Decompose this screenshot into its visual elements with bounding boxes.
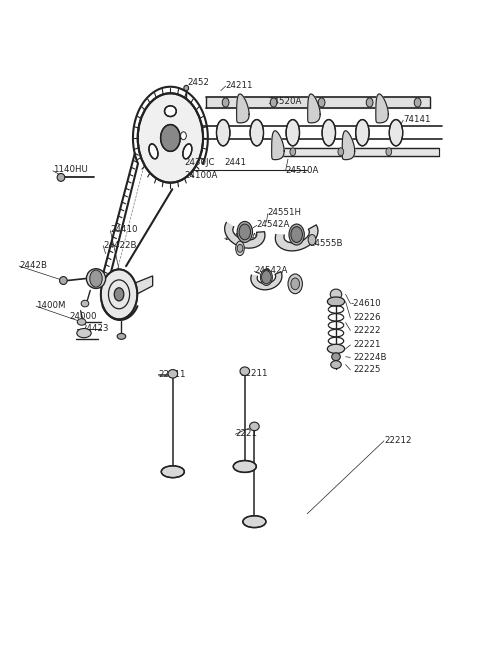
- Polygon shape: [117, 276, 153, 302]
- Ellipse shape: [165, 106, 176, 116]
- Text: 24422B: 24422B: [103, 240, 137, 250]
- Ellipse shape: [327, 344, 345, 353]
- Text: 2221: 2221: [235, 429, 257, 438]
- Ellipse shape: [216, 120, 230, 146]
- Ellipse shape: [161, 466, 184, 478]
- Ellipse shape: [237, 244, 243, 252]
- Ellipse shape: [57, 173, 65, 181]
- Ellipse shape: [291, 278, 300, 290]
- Ellipse shape: [332, 353, 340, 361]
- Ellipse shape: [250, 422, 259, 431]
- Ellipse shape: [327, 297, 345, 306]
- Ellipse shape: [237, 221, 252, 242]
- Text: -24610: -24610: [350, 299, 381, 308]
- Ellipse shape: [86, 269, 106, 288]
- Ellipse shape: [183, 144, 192, 159]
- Polygon shape: [225, 223, 265, 248]
- Polygon shape: [251, 271, 282, 290]
- Ellipse shape: [240, 367, 250, 376]
- Text: 1400M: 1400M: [36, 301, 65, 310]
- Ellipse shape: [330, 289, 342, 300]
- Circle shape: [414, 98, 421, 107]
- Text: 24542A: 24542A: [257, 220, 290, 229]
- Polygon shape: [272, 131, 284, 160]
- Text: 24555B: 24555B: [310, 238, 343, 248]
- Text: 2430JC: 2430JC: [185, 158, 216, 168]
- Text: 24211: 24211: [226, 81, 253, 90]
- Ellipse shape: [233, 461, 256, 472]
- Circle shape: [318, 98, 325, 107]
- Text: 74141: 74141: [403, 115, 431, 124]
- Ellipse shape: [322, 120, 336, 146]
- Circle shape: [290, 148, 296, 156]
- Ellipse shape: [356, 120, 369, 146]
- Polygon shape: [342, 131, 355, 160]
- Ellipse shape: [289, 224, 304, 245]
- Polygon shape: [275, 225, 318, 251]
- Text: 22226: 22226: [354, 313, 381, 323]
- Ellipse shape: [331, 361, 341, 369]
- Text: 24510A: 24510A: [286, 166, 319, 175]
- Ellipse shape: [77, 328, 91, 338]
- Ellipse shape: [60, 277, 67, 284]
- Circle shape: [180, 132, 186, 140]
- Text: 24000: 24000: [70, 312, 97, 321]
- Circle shape: [90, 270, 102, 287]
- Polygon shape: [237, 94, 249, 123]
- Ellipse shape: [308, 235, 316, 245]
- Circle shape: [338, 148, 344, 156]
- Circle shape: [239, 224, 251, 240]
- Circle shape: [114, 288, 124, 301]
- Text: 2452: 2452: [187, 78, 209, 87]
- Ellipse shape: [236, 241, 244, 256]
- Ellipse shape: [260, 269, 272, 285]
- Circle shape: [138, 93, 203, 183]
- Circle shape: [366, 98, 373, 107]
- Ellipse shape: [286, 120, 300, 146]
- Ellipse shape: [168, 369, 178, 378]
- Text: 24423: 24423: [82, 324, 109, 333]
- Text: 22211: 22211: [240, 369, 267, 378]
- Ellipse shape: [250, 120, 264, 146]
- Text: 24100A: 24100A: [185, 171, 218, 180]
- Circle shape: [101, 269, 137, 319]
- Text: 22211: 22211: [158, 370, 186, 379]
- Text: 24542A: 24542A: [254, 266, 288, 275]
- Text: 2442B: 2442B: [19, 261, 47, 270]
- Ellipse shape: [389, 120, 403, 146]
- Text: 24410: 24410: [110, 225, 138, 235]
- Circle shape: [386, 148, 392, 156]
- Text: 24520A: 24520A: [269, 97, 302, 106]
- Circle shape: [161, 125, 180, 151]
- Text: 22225: 22225: [354, 365, 381, 374]
- Polygon shape: [308, 94, 320, 123]
- Text: 22221: 22221: [354, 340, 381, 350]
- Text: 24551H: 24551H: [268, 208, 302, 217]
- Ellipse shape: [117, 333, 126, 339]
- Ellipse shape: [81, 300, 89, 307]
- Ellipse shape: [263, 269, 270, 283]
- Ellipse shape: [184, 85, 189, 91]
- Text: 22224B: 22224B: [354, 353, 387, 362]
- Circle shape: [270, 98, 277, 107]
- Text: 22222: 22222: [354, 326, 381, 335]
- Circle shape: [291, 227, 302, 242]
- Ellipse shape: [243, 516, 266, 528]
- Text: 1140HU: 1140HU: [53, 165, 88, 174]
- Circle shape: [262, 271, 271, 284]
- Ellipse shape: [149, 144, 158, 159]
- Ellipse shape: [77, 319, 86, 325]
- Text: 22212: 22212: [384, 436, 411, 445]
- Circle shape: [222, 98, 229, 107]
- Text: 24552A: 24552A: [225, 233, 258, 242]
- Text: 2441: 2441: [225, 158, 247, 168]
- Polygon shape: [376, 94, 388, 123]
- Ellipse shape: [288, 274, 302, 294]
